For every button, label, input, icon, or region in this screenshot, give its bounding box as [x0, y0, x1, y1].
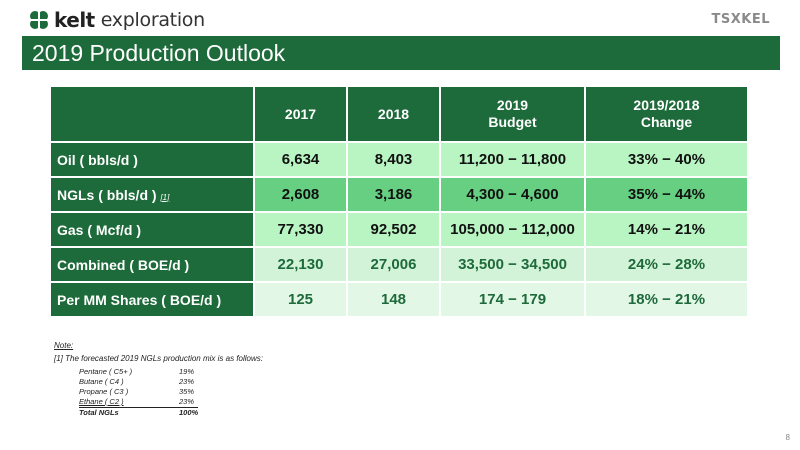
mix-value: 35% — [179, 387, 195, 396]
page-title: 2019 Production Outlook — [32, 40, 286, 66]
cell-2018: 148 — [348, 283, 441, 318]
logo-exploration-text: exploration — [100, 9, 205, 31]
page-number: 8 — [785, 433, 790, 442]
kelt-clover-icon — [30, 11, 48, 29]
cell-2017: 2,608 — [255, 178, 348, 213]
mix-name: Ethane ( C2 ) — [79, 397, 124, 406]
cell-2019-budget: 11,200 − 11,800 — [441, 143, 586, 178]
mix-value: 19% — [179, 367, 195, 376]
row-label: Oil ( bbls/d ) — [51, 143, 255, 178]
production-table: 2017 2018 2019 Budget 2019/2018 Change O… — [51, 87, 749, 318]
table-row-oil: Oil ( bbls/d ) 6,634 8,403 11,200 − 11,8… — [51, 143, 749, 178]
table-row-gas: Gas ( Mcf/d ) 77,330 92,502 105,000 − 11… — [51, 213, 749, 248]
cell-2018: 8,403 — [348, 143, 441, 178]
cell-2019-budget: 33,500 − 34,500 — [441, 248, 586, 283]
row-label: Combined ( BOE/d ) — [51, 248, 255, 283]
header-2017: 2017 — [255, 87, 348, 143]
cell-2019-budget: 4,300 − 4,600 — [441, 178, 586, 213]
table-row-combined: Combined ( BOE/d ) 22,130 27,006 33,500 … — [51, 248, 749, 283]
cell-2018: 92,502 — [348, 213, 441, 248]
header-empty — [51, 87, 255, 143]
note-heading: Note: — [54, 341, 74, 350]
title-bar: 2019 Production Outlook — [22, 36, 780, 70]
list-item: Propane ( C3 ) 35% — [79, 387, 198, 397]
mix-name: Propane ( C3 ) — [79, 387, 129, 396]
table-row-ngls: NGLs ( bbls/d ) [1] 2,608 3,186 4,300 − … — [51, 178, 749, 213]
note-text: [1] The forecasted 2019 NGLs production … — [54, 354, 263, 363]
row-label: Gas ( Mcf/d ) — [51, 213, 255, 248]
cell-2018: 27,006 — [348, 248, 441, 283]
logo-kelt-text: kelt — [54, 8, 95, 32]
row-label: Per MM Shares ( BOE/d ) — [51, 283, 255, 318]
notes-section: Note: [1] The forecasted 2019 NGLs produ… — [54, 341, 263, 418]
list-item: Ethane ( C2 ) 23% — [79, 397, 198, 408]
cell-2017: 6,634 — [255, 143, 348, 178]
tsx-kel-logo: TSXKEL — [711, 12, 770, 27]
cell-change: 24% − 28% — [586, 248, 749, 283]
cell-change: 18% − 21% — [586, 283, 749, 318]
header-2018: 2018 — [348, 87, 441, 143]
cell-2017: 125 — [255, 283, 348, 318]
mix-total-row: Total NGLs 100% — [79, 407, 199, 418]
ngl-mix-table: Pentane ( C5+ ) 19% Butane ( C4 ) 23% Pr… — [79, 367, 199, 418]
table-header-row: 2017 2018 2019 Budget 2019/2018 Change — [51, 87, 749, 143]
table-row-per-mm-shares: Per MM Shares ( BOE/d ) 125 148 174 − 17… — [51, 283, 749, 318]
cell-2019-budget: 174 − 179 — [441, 283, 586, 318]
list-item: Pentane ( C5+ ) 19% — [79, 367, 198, 377]
kelt-logo: kelt exploration — [28, 7, 205, 33]
mix-value: 23% — [179, 377, 195, 386]
cell-2018: 3,186 — [348, 178, 441, 213]
list-item: Butane ( C4 ) 23% — [79, 377, 198, 387]
header-2019-budget: 2019 Budget — [441, 87, 586, 143]
footnote-ref: [1] — [160, 192, 170, 202]
mix-value: 23% — [179, 397, 195, 406]
cell-2017: 22,130 — [255, 248, 348, 283]
mix-name: Butane ( C4 ) — [79, 377, 124, 386]
row-label: NGLs ( bbls/d ) [1] — [51, 178, 255, 213]
mix-total-value: 100% — [179, 407, 199, 418]
cell-change: 35% − 44% — [586, 178, 749, 213]
cell-2017: 77,330 — [255, 213, 348, 248]
cell-2019-budget: 105,000 − 112,000 — [441, 213, 586, 248]
mix-name: Pentane ( C5+ ) — [79, 367, 133, 376]
mix-total-label: Total NGLs — [79, 407, 179, 418]
cell-change: 14% − 21% — [586, 213, 749, 248]
header-change: 2019/2018 Change — [586, 87, 749, 143]
cell-change: 33% − 40% — [586, 143, 749, 178]
